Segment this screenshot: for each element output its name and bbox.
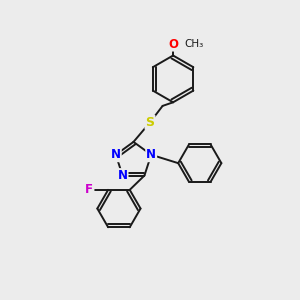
Text: S: S (146, 116, 154, 129)
Text: N: N (146, 148, 156, 161)
Text: N: N (111, 148, 121, 161)
Text: N: N (118, 169, 128, 182)
Text: CH₃: CH₃ (184, 39, 204, 49)
Text: O: O (168, 38, 178, 51)
Text: F: F (85, 183, 93, 196)
